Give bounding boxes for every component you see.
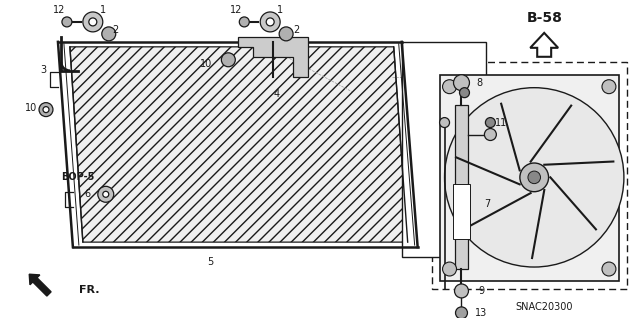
Circle shape (83, 12, 103, 32)
Bar (452, 184, 470, 239)
Text: B-58: B-58 (526, 11, 562, 25)
Polygon shape (440, 75, 619, 281)
Bar (454, 105, 468, 269)
Text: 8: 8 (476, 78, 483, 88)
Text: 12: 12 (230, 5, 243, 15)
Circle shape (484, 129, 497, 140)
Circle shape (454, 75, 470, 91)
FancyArrow shape (29, 274, 51, 296)
Text: 3: 3 (40, 65, 46, 75)
Text: 10: 10 (200, 59, 212, 69)
Text: 13: 13 (476, 308, 488, 318)
Circle shape (102, 27, 116, 41)
Text: 9: 9 (478, 286, 484, 296)
Circle shape (440, 118, 449, 128)
Bar (431, 62, 627, 289)
Circle shape (456, 307, 467, 319)
Circle shape (442, 80, 456, 94)
Circle shape (98, 186, 114, 202)
Circle shape (260, 12, 280, 32)
Circle shape (460, 88, 470, 98)
Circle shape (103, 191, 109, 197)
Text: 10: 10 (25, 103, 37, 113)
Text: 4: 4 (273, 89, 279, 99)
Circle shape (528, 171, 541, 184)
Circle shape (43, 107, 49, 113)
Circle shape (454, 284, 468, 298)
Text: 12: 12 (52, 5, 65, 15)
Text: FR.: FR. (79, 285, 99, 295)
Circle shape (221, 53, 236, 67)
Circle shape (266, 18, 274, 26)
Circle shape (602, 262, 616, 276)
Text: 5: 5 (207, 257, 214, 267)
Circle shape (239, 17, 249, 27)
Text: 2: 2 (293, 25, 300, 35)
Circle shape (485, 118, 495, 128)
Circle shape (520, 163, 548, 192)
Text: BOP-5: BOP-5 (61, 172, 94, 182)
Text: 1: 1 (100, 5, 106, 15)
Circle shape (62, 17, 72, 27)
Circle shape (39, 103, 53, 116)
Circle shape (602, 80, 616, 94)
Text: 7: 7 (484, 199, 490, 209)
Polygon shape (70, 47, 408, 242)
Bar (402, 42, 486, 257)
Text: 6: 6 (84, 189, 91, 199)
Polygon shape (238, 37, 308, 77)
Text: 2: 2 (113, 25, 119, 35)
Text: SNAC20300: SNAC20300 (515, 302, 573, 312)
Circle shape (445, 88, 624, 267)
Circle shape (279, 27, 293, 41)
Circle shape (442, 262, 456, 276)
Circle shape (89, 18, 97, 26)
Text: 11: 11 (495, 118, 508, 128)
Text: 1: 1 (277, 5, 284, 15)
